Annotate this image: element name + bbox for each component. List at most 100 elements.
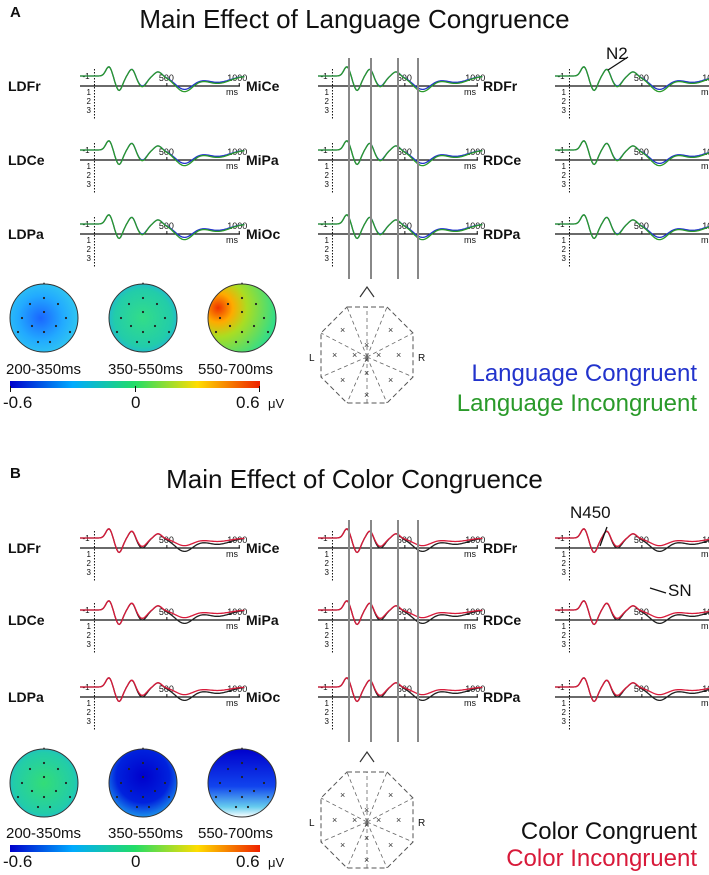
x-unit-label: ms: [701, 235, 709, 245]
x-unit-label: ms: [226, 235, 238, 245]
montage-spoke: [366, 797, 414, 823]
panel-a-letter: A: [10, 4, 21, 21]
electrode-dot: [147, 805, 151, 809]
montage-outline: [320, 306, 414, 404]
electrode-label: LDFr: [8, 78, 41, 94]
series-trace: [318, 214, 483, 241]
electrode-marker: ×: [388, 325, 393, 335]
y-tick-label: 3: [324, 254, 329, 263]
electrode-label: LDFr: [8, 540, 41, 556]
x-tick-label: 1000: [702, 147, 709, 157]
montage-spoke: [320, 821, 368, 843]
n450-annotation: N450: [570, 503, 611, 522]
series-trace: [555, 140, 709, 167]
electrode-dot: [147, 340, 151, 344]
topomap-a-3: [207, 282, 277, 353]
y-tick-label: 1: [561, 162, 566, 171]
y-tick-label: 1: [86, 699, 91, 708]
electrode-dot: [42, 795, 46, 799]
legend-language-incongruent: Language Incongruent: [456, 390, 697, 417]
y-tick-label: 1: [324, 622, 329, 631]
y-tick-label: 2: [324, 631, 329, 640]
panel-b-letter: B: [10, 465, 21, 482]
electrode-label: RDPa: [483, 226, 521, 242]
electrode-label: RDFr: [483, 78, 518, 94]
colorbar-tick: [10, 386, 11, 392]
y-tick-label: 1: [324, 699, 329, 708]
x-unit-label: ms: [701, 621, 709, 631]
electrode-label: LDCe: [8, 152, 45, 168]
colorbar-unit-label: μV: [268, 855, 285, 870]
electrode-label: MiPa: [246, 612, 279, 628]
sn-annotation: SN: [668, 581, 692, 600]
y-tick-label: 3: [324, 568, 329, 577]
colorbar-mid-label: 0: [131, 393, 141, 412]
electrode-marker: ×: [376, 350, 381, 360]
electrode-dot: [214, 330, 218, 334]
y-tick-label: 2: [324, 708, 329, 717]
electrode-marker: ×: [364, 855, 369, 865]
electrode-label: MiOc: [246, 689, 281, 705]
electrode-dot: [119, 781, 123, 785]
y-tick-label: 2: [324, 97, 329, 106]
y-tick-label: 1: [86, 88, 91, 97]
topomap-b-3: [207, 747, 277, 818]
x-unit-label: ms: [464, 621, 476, 631]
y-tick-label: 3: [324, 640, 329, 649]
y-tick-label: 2: [86, 245, 91, 254]
series-trace: [555, 600, 709, 626]
n2-annotation: N2: [606, 44, 628, 63]
electrode-label: RDCe: [483, 152, 522, 168]
topomap-b-1: [9, 747, 79, 818]
series-trace: [80, 600, 245, 626]
y-tick-label: 3: [324, 717, 329, 726]
electrode-marker: ×: [352, 350, 357, 360]
electrode-marker: ×: [364, 833, 369, 843]
sn-arrow: [649, 587, 667, 594]
legend-color-incongruent: Color Incongruent: [506, 845, 697, 872]
y-tick-label: 1: [561, 550, 566, 559]
topo-window-label: 350-550ms: [108, 825, 184, 842]
x-unit-label: ms: [701, 549, 709, 559]
y-tick-label: 1: [86, 622, 91, 631]
electrode-label: RDCe: [483, 612, 522, 628]
electrode-dot: [246, 340, 250, 344]
y-tick-label: 3: [86, 180, 91, 189]
y-tick-label: 3: [561, 180, 566, 189]
electrode-dot: [240, 775, 244, 779]
electrode-dot: [28, 302, 32, 306]
electrode-dot: [167, 795, 171, 799]
topo-window-label: 550-700ms: [198, 361, 274, 378]
electrode-dot: [141, 296, 145, 300]
electrode-dot: [155, 767, 159, 771]
panel-a-title: Main Effect of Language Congruence: [139, 4, 570, 34]
y-tick-label: 3: [86, 568, 91, 577]
electrode-dot: [54, 324, 58, 328]
electrode-dot: [234, 805, 238, 809]
electrode-montage-b: × × × × × × × × × × × × L R: [309, 750, 425, 869]
electrode-dot: [153, 324, 157, 328]
y-tick-label: 2: [561, 245, 566, 254]
x-unit-label: ms: [701, 87, 709, 97]
x-unit-label: ms: [464, 161, 476, 171]
series-trace: [80, 66, 245, 93]
electrode-dot: [262, 781, 266, 785]
electrode-dot: [129, 789, 133, 793]
electrode-marker: ×: [364, 805, 369, 815]
electrode-dot: [30, 324, 34, 328]
y-tick-label: 3: [561, 106, 566, 115]
electrode-dot: [141, 795, 145, 799]
electrode-dot: [115, 330, 119, 334]
x-unit-label: ms: [226, 161, 238, 171]
electrode-montage-a: × × × × × × × × × × × × L R: [309, 285, 425, 404]
y-tick-label: 1: [561, 622, 566, 631]
electrode-marker: ×: [340, 840, 345, 850]
x-unit-label: ms: [464, 235, 476, 245]
